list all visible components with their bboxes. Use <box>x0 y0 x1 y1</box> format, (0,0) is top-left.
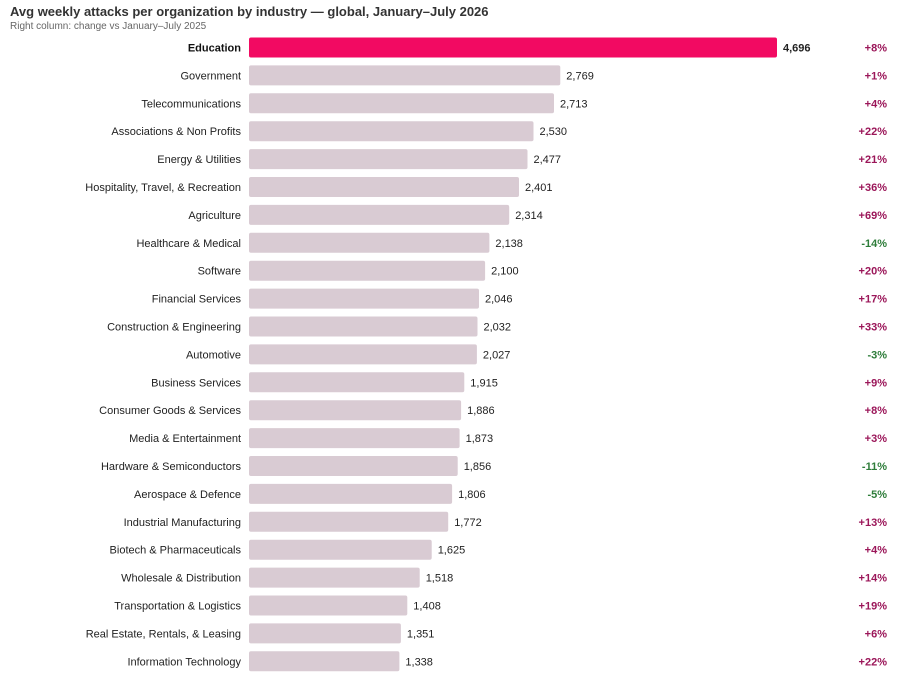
change-label: +22% <box>859 656 888 668</box>
category-label: Wholesale & Distribution <box>121 573 241 585</box>
bar <box>249 623 401 644</box>
bar <box>249 651 400 672</box>
change-label: -11% <box>862 461 887 473</box>
value-label: 1,518 <box>426 573 454 585</box>
change-label: +8% <box>865 405 888 417</box>
value-label: 1,806 <box>458 489 486 501</box>
change-label: +14% <box>859 573 888 585</box>
bar <box>249 93 554 114</box>
change-label: +36% <box>859 182 888 194</box>
chart-header: Avg weekly attacks per organization by i… <box>10 4 489 33</box>
bar <box>249 177 519 197</box>
value-label: 1,772 <box>454 517 482 529</box>
category-label: Government <box>180 70 241 82</box>
change-label: +4% <box>865 545 888 557</box>
category-label: Hardware & Semiconductors <box>101 461 242 473</box>
bar <box>249 539 432 560</box>
change-label: -14% <box>861 238 887 250</box>
bar <box>249 456 458 476</box>
bar <box>249 288 479 309</box>
value-label: 1,625 <box>438 545 466 557</box>
change-label: +22% <box>859 126 888 138</box>
category-label: Telecommunications <box>141 98 241 110</box>
value-label: 1,408 <box>413 601 441 613</box>
bar <box>249 316 478 337</box>
category-label: Media & Entertainment <box>129 433 241 445</box>
category-label: Industrial Manufacturing <box>124 517 241 529</box>
change-label: +9% <box>865 377 888 389</box>
category-label: Education <box>188 43 241 55</box>
value-label: 1,886 <box>467 405 495 417</box>
value-label: 2,027 <box>483 349 511 361</box>
value-label: 2,314 <box>515 210 543 222</box>
change-label: +19% <box>859 601 888 613</box>
bar <box>249 595 408 616</box>
bar <box>249 232 490 253</box>
change-label: +8% <box>865 43 888 55</box>
bar <box>249 37 777 58</box>
change-label: +6% <box>865 628 888 640</box>
value-label: 1,873 <box>466 433 494 445</box>
bar <box>249 567 420 588</box>
bar <box>249 344 477 365</box>
category-label: Information Technology <box>127 656 241 668</box>
value-label: 4,696 <box>783 43 811 55</box>
value-label: 2,769 <box>566 70 594 82</box>
bar <box>249 149 528 170</box>
category-label: Healthcare & Medical <box>136 238 241 250</box>
change-label: +13% <box>859 517 888 529</box>
value-label: 2,713 <box>560 98 588 110</box>
value-label: 2,530 <box>540 126 568 138</box>
category-label: Business Services <box>151 377 241 389</box>
category-label: Energy & Utilities <box>157 154 241 166</box>
bar <box>249 65 561 86</box>
value-label: 2,401 <box>525 182 553 194</box>
category-label: Agriculture <box>188 210 241 222</box>
change-label: -5% <box>867 489 887 501</box>
value-label: 1,351 <box>407 628 435 640</box>
value-label: 2,046 <box>485 294 513 306</box>
category-label: Software <box>198 266 241 278</box>
category-label: Transportation & Logistics <box>114 601 241 613</box>
value-label: 2,100 <box>491 266 519 278</box>
bar <box>249 260 486 281</box>
value-label: 1,338 <box>405 656 433 668</box>
bar <box>249 372 465 393</box>
change-label: +17% <box>859 294 888 306</box>
change-label: +33% <box>859 322 888 334</box>
change-label: +69% <box>859 210 888 222</box>
category-label: Real Estate, Rentals, & Leasing <box>86 628 241 640</box>
chart-title: Avg weekly attacks per organization by i… <box>10 4 489 19</box>
value-label: 2,138 <box>495 238 523 250</box>
bar <box>249 121 534 142</box>
category-label: Construction & Engineering <box>107 322 241 334</box>
value-label: 2,032 <box>484 322 512 334</box>
bar <box>249 511 449 532</box>
category-label: Biotech & Pharmaceuticals <box>110 545 242 557</box>
chart-subtitle: Right column: change vs January–July 202… <box>10 21 207 32</box>
change-label: +20% <box>859 266 888 278</box>
category-label: Aerospace & Defence <box>134 489 241 501</box>
category-label: Associations & Non Profits <box>111 126 241 138</box>
bar <box>249 400 462 421</box>
value-label: 2,477 <box>534 154 562 166</box>
change-label: +21% <box>859 154 888 166</box>
value-label: 1,915 <box>470 377 498 389</box>
category-label: Financial Services <box>152 294 242 306</box>
category-label: Consumer Goods & Services <box>99 405 241 417</box>
change-label: +4% <box>865 98 888 110</box>
value-label: 1,856 <box>464 461 492 473</box>
bar <box>249 483 453 504</box>
bar <box>249 428 460 449</box>
change-label: +3% <box>865 433 888 445</box>
change-label: -3% <box>867 349 887 361</box>
bar <box>249 204 510 225</box>
category-label: Hospitality, Travel, & Recreation <box>85 182 241 194</box>
category-label: Automotive <box>186 349 241 361</box>
change-label: +1% <box>865 70 888 82</box>
